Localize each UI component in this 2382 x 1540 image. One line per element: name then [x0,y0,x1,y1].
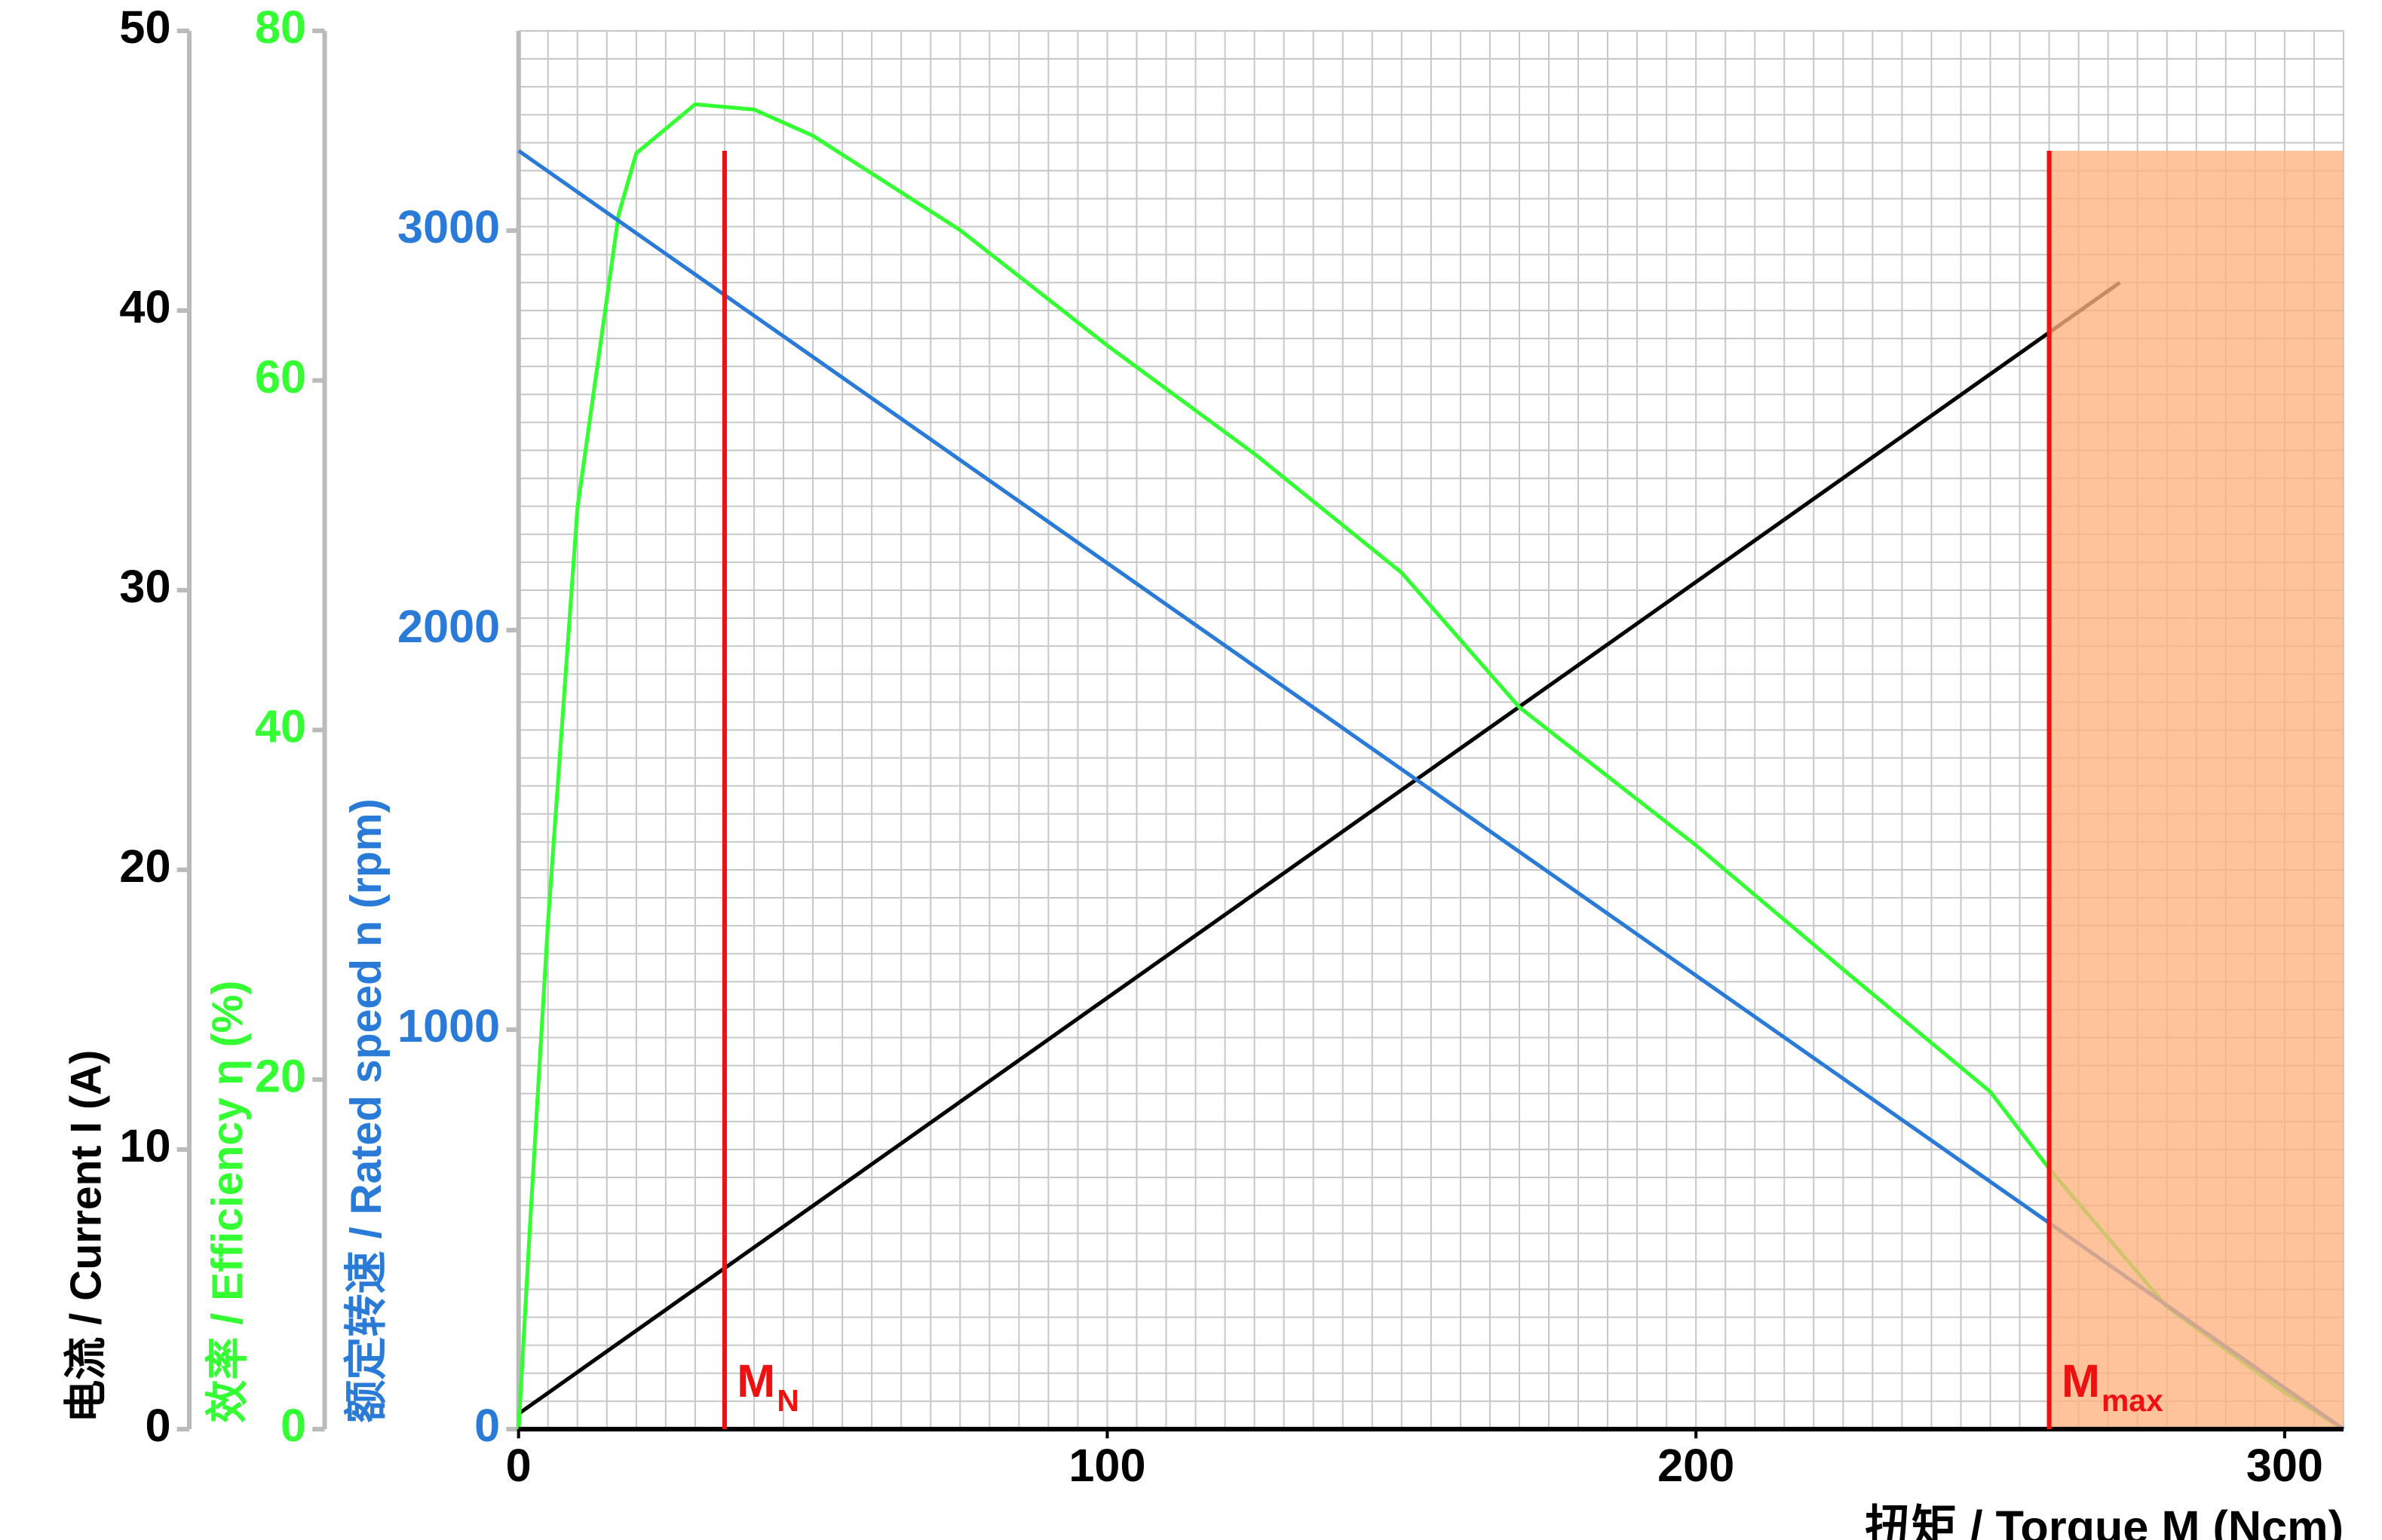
y-tick-label: 30 [119,561,170,612]
y-tick-label: 20 [119,840,170,892]
y-axis-title: 电流 / Current I (A) [62,1050,110,1423]
y-tick-label: 0 [145,1400,170,1451]
series-line [517,280,2121,1416]
y-tick-label: 40 [119,281,170,332]
series-line [517,102,2345,1431]
x-tick-label: 100 [1068,1440,1145,1491]
marker-subscript: max [2101,1383,2163,1418]
series-line [517,148,2345,1431]
y-axis-title: 额定转速 / Rated speed n (rpm) [342,798,391,1422]
y-axis-title: 效率 / Efficiency η (%) [204,981,252,1423]
marker-label: M [737,1355,775,1407]
marker-label: M [2062,1355,2100,1407]
overload-region [2049,150,2344,1429]
y-tick-label: 0 [281,1400,306,1451]
y-tick-label: 80 [255,2,306,53]
y-tick-label: 10 [119,1120,170,1171]
marker-subscript: N [777,1383,799,1418]
y-tick-label: 20 [255,1050,306,1101]
x-tick-label: 0 [506,1440,532,1491]
y-tick-label: 40 [255,701,306,752]
y-tick-label: 0 [474,1400,500,1451]
y-tick-label: 1000 [397,1000,500,1052]
y-tick-label: 60 [255,351,306,403]
y-tick-label: 50 [119,2,170,53]
x-tick-label: 200 [1657,1440,1734,1491]
x-tick-label: 300 [2246,1440,2323,1491]
y-tick-label: 3000 [397,201,500,253]
x-axis-title: 扭矩 / Torque M (Ncm) [1865,1502,2344,1540]
y-tick-label: 2000 [397,601,500,652]
